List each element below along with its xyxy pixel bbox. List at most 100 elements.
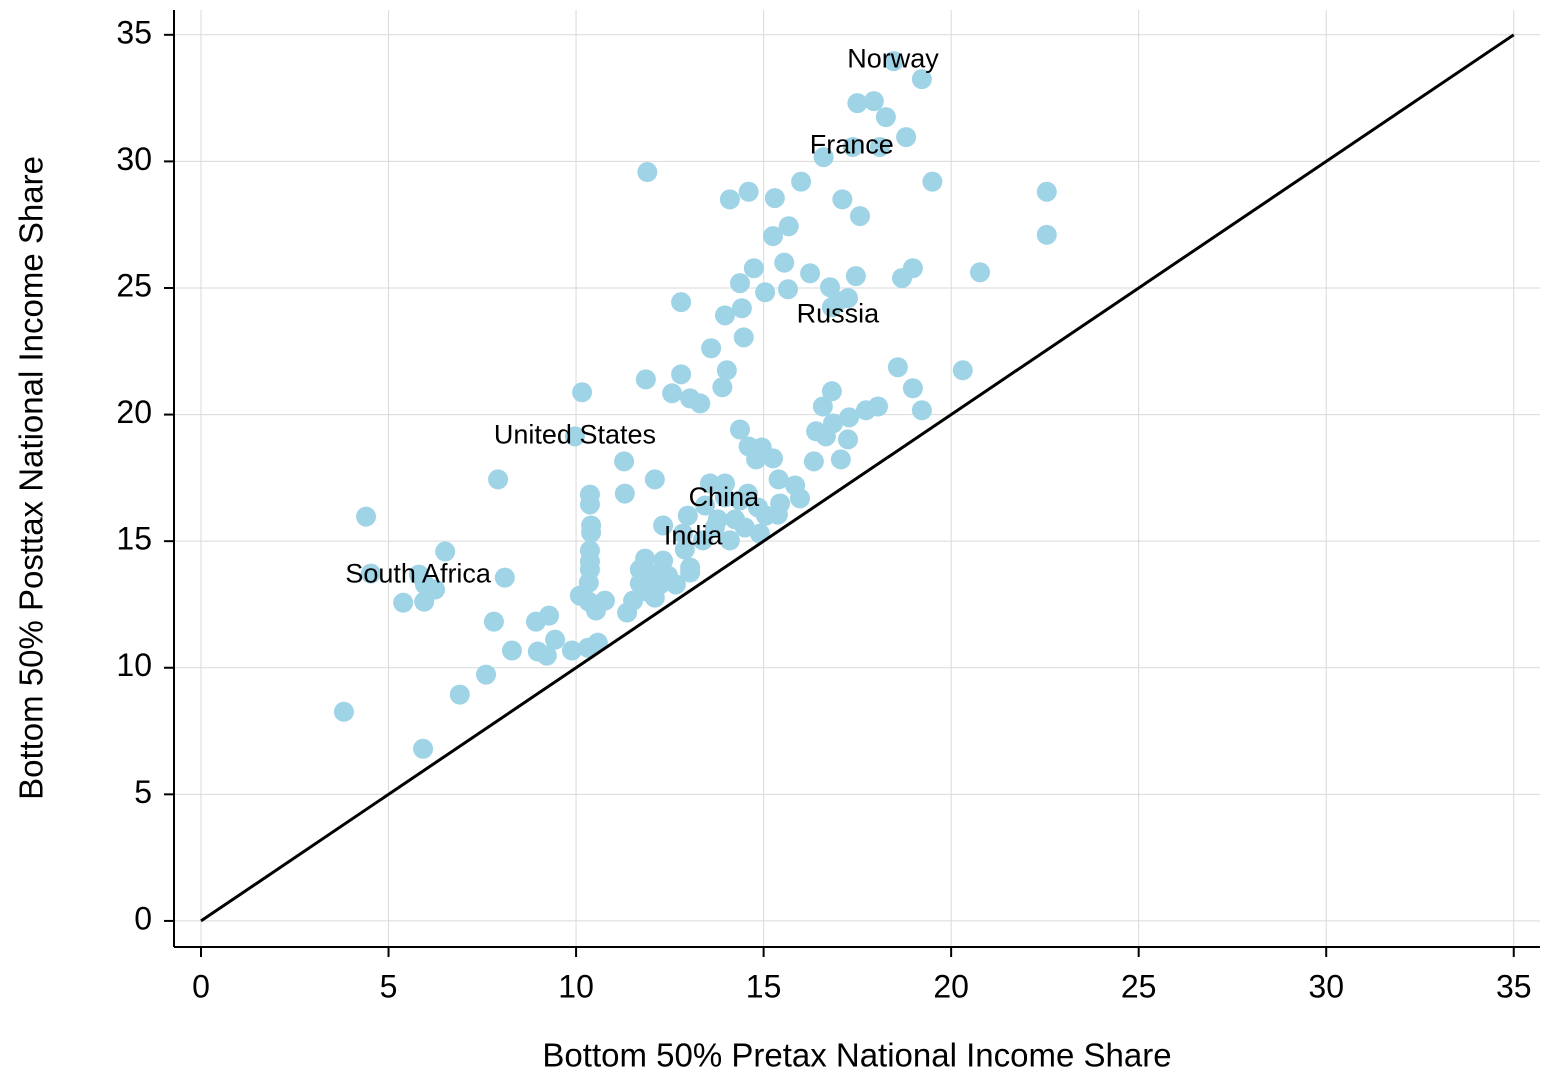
point xyxy=(578,637,599,658)
point xyxy=(714,473,735,494)
annotation: South Africa xyxy=(345,559,492,589)
point xyxy=(494,567,515,588)
point xyxy=(704,517,725,538)
point xyxy=(644,587,665,608)
point xyxy=(483,611,504,632)
point xyxy=(536,645,557,666)
x-tick-label: 20 xyxy=(933,968,969,1004)
point xyxy=(837,288,858,309)
point xyxy=(731,298,752,319)
point xyxy=(863,91,884,112)
point xyxy=(896,127,917,148)
point xyxy=(716,360,737,381)
point xyxy=(714,487,735,508)
point xyxy=(356,506,377,527)
point xyxy=(813,147,834,168)
point xyxy=(887,357,908,378)
point xyxy=(767,504,788,525)
point xyxy=(729,419,750,440)
y-tick-label: 0 xyxy=(134,900,152,936)
point xyxy=(488,469,509,490)
point xyxy=(812,396,833,417)
x-tick-label: 10 xyxy=(558,968,594,1004)
point xyxy=(579,494,600,515)
point xyxy=(393,592,414,613)
point xyxy=(778,216,799,237)
point xyxy=(644,469,665,490)
point xyxy=(856,400,877,421)
annotation: France xyxy=(810,129,894,159)
point xyxy=(777,279,798,300)
point xyxy=(800,263,821,284)
point xyxy=(674,539,695,560)
point xyxy=(525,611,546,632)
y-tick-label: 25 xyxy=(116,267,152,303)
y-tick-label: 15 xyxy=(116,521,152,557)
point xyxy=(581,522,602,543)
point xyxy=(911,69,932,90)
point xyxy=(839,407,860,428)
point xyxy=(1036,224,1057,245)
point xyxy=(476,664,497,685)
point xyxy=(671,364,692,385)
point xyxy=(832,189,853,210)
point xyxy=(729,273,750,294)
point xyxy=(637,162,658,183)
point xyxy=(677,505,698,526)
point xyxy=(842,136,863,157)
point xyxy=(768,469,789,490)
point xyxy=(614,483,635,504)
y-tick-label: 20 xyxy=(116,394,152,430)
annotation: India xyxy=(664,521,724,551)
point xyxy=(821,297,842,318)
point xyxy=(714,305,735,326)
point xyxy=(561,640,582,661)
point xyxy=(635,369,656,390)
x-axis-title: Bottom 50% Pretax National Income Share xyxy=(542,1037,1171,1074)
point xyxy=(892,268,913,289)
point xyxy=(762,448,783,469)
point xyxy=(614,451,635,472)
point xyxy=(692,530,713,551)
point xyxy=(847,93,868,114)
point xyxy=(413,738,434,759)
reference-line xyxy=(200,33,1515,923)
point xyxy=(755,282,776,303)
annotation: Russia xyxy=(797,299,881,329)
y-axis-title: Bottom 50% Posttax National Income Share xyxy=(13,156,50,800)
point xyxy=(845,266,866,287)
point xyxy=(690,393,711,414)
point xyxy=(665,574,686,595)
annotation: Norway xyxy=(847,43,939,73)
point xyxy=(774,252,795,273)
x-tick-label: 15 xyxy=(746,968,782,1004)
point xyxy=(762,226,783,247)
point xyxy=(719,189,740,210)
point xyxy=(875,107,896,128)
point xyxy=(922,171,943,192)
y-tick-label: 5 xyxy=(134,774,152,810)
point xyxy=(733,327,754,348)
point xyxy=(680,562,701,583)
point xyxy=(883,51,904,72)
point xyxy=(449,684,470,705)
point xyxy=(719,530,740,551)
x-tick-label: 35 xyxy=(1496,968,1532,1004)
point xyxy=(952,360,973,381)
point xyxy=(1036,181,1057,202)
point xyxy=(545,629,566,650)
point xyxy=(662,383,683,404)
point xyxy=(435,541,456,562)
x-tick-label: 30 xyxy=(1308,968,1344,1004)
point xyxy=(699,473,720,494)
point xyxy=(764,188,785,209)
annotation: United States xyxy=(494,419,656,449)
y-tick-label: 10 xyxy=(116,647,152,683)
point xyxy=(333,701,354,722)
point xyxy=(501,640,522,661)
point xyxy=(701,338,722,359)
point xyxy=(850,206,871,227)
y-tick-label: 35 xyxy=(116,14,152,50)
point xyxy=(746,449,767,470)
